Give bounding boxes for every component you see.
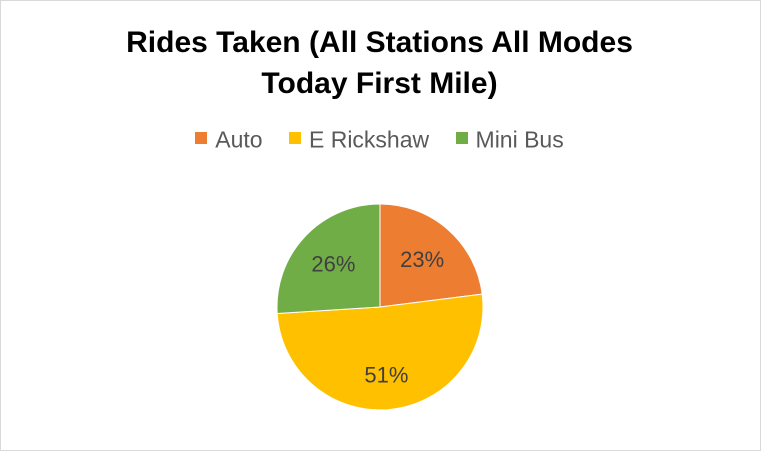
legend-swatch-mini-bus: [455, 131, 468, 144]
legend-swatch-auto: [195, 131, 208, 144]
legend-item-auto: Auto: [195, 125, 263, 153]
pie-data-labels: 23% 51% 26%: [311, 247, 444, 388]
legend-item-e-rickshaw: E Rickshaw: [288, 125, 430, 153]
data-label-mini-bus: 26%: [311, 251, 355, 276]
pie-slice-mini-bus: [276, 203, 381, 315]
legend-item-mini-bus: Mini Bus: [455, 125, 564, 153]
pie-slice-e-rickshaw: [276, 293, 484, 411]
pie-slice-auto: [379, 203, 483, 308]
pie-slices: [276, 203, 484, 411]
legend-label-mini-bus: Mini Bus: [475, 126, 564, 153]
legend-label-e-rickshaw: E Rickshaw: [308, 126, 430, 153]
chart-title: Rides Taken (All Stations All Modes Toda…: [0, 22, 759, 104]
legend-swatch-e-rickshaw: [288, 131, 301, 144]
data-label-auto: 23%: [400, 247, 444, 272]
chart-title-line-2: Today First Mile): [261, 67, 498, 100]
legend: Auto E Rickshaw Mini Bus: [0, 124, 759, 153]
chart-title-line-1: Rides Taken (All Stations All Modes: [126, 26, 633, 59]
legend-label-auto: Auto: [215, 126, 263, 153]
data-label-e-rickshaw: 51%: [364, 363, 408, 388]
